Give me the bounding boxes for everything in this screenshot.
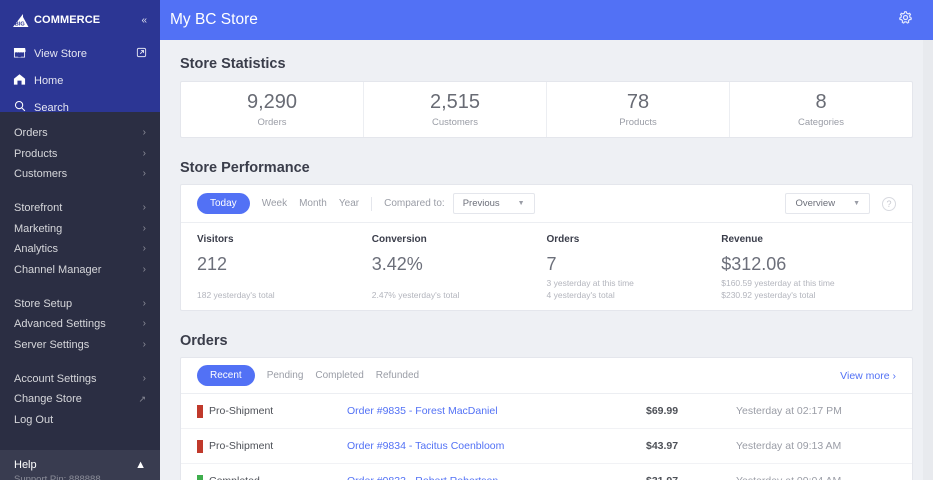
svg-text:BIG: BIG (15, 21, 25, 27)
